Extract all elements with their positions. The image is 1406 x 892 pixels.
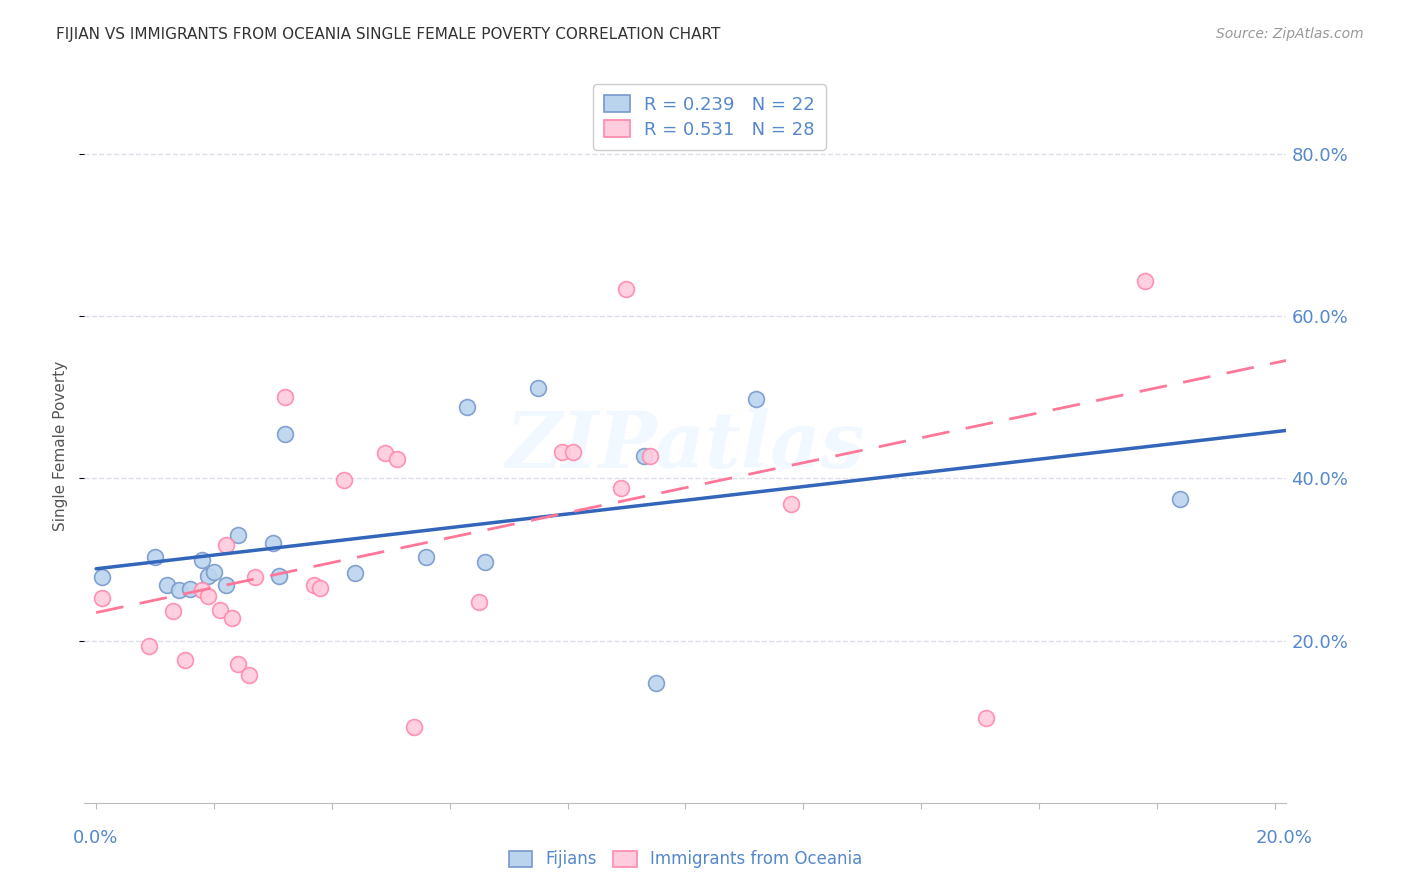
Point	[374, 446, 396, 460]
Legend: Fijians, Immigrants from Oceania: Fijians, Immigrants from Oceania	[501, 842, 870, 877]
Text: Source: ZipAtlas.com: Source: ZipAtlas.com	[1216, 27, 1364, 41]
Point	[262, 536, 284, 550]
Point	[197, 589, 219, 603]
Point	[226, 657, 249, 672]
Point	[274, 390, 297, 404]
Point	[745, 392, 768, 406]
Point	[633, 449, 655, 463]
Point	[344, 566, 367, 581]
Point	[404, 720, 426, 734]
Point	[974, 711, 997, 725]
Text: ZIPatlas: ZIPatlas	[506, 408, 865, 484]
Y-axis label: Single Female Poverty: Single Female Poverty	[53, 361, 69, 531]
Point	[309, 581, 332, 595]
Point	[638, 449, 661, 463]
Point	[302, 578, 325, 592]
Point	[143, 550, 166, 565]
Text: 0.0%: 0.0%	[73, 829, 118, 847]
Point	[238, 667, 260, 681]
Text: 20.0%: 20.0%	[1256, 829, 1312, 847]
Point	[215, 578, 238, 592]
Point	[221, 611, 243, 625]
Point	[226, 528, 249, 542]
Point	[191, 552, 214, 566]
Point	[91, 591, 114, 605]
Point	[385, 452, 408, 467]
Point	[645, 675, 668, 690]
Point	[415, 550, 437, 565]
Point	[202, 565, 225, 579]
Point	[616, 283, 638, 297]
Point	[267, 568, 290, 582]
Point	[91, 570, 114, 584]
Point	[274, 426, 297, 441]
Point	[456, 400, 478, 414]
Point	[208, 603, 231, 617]
Point	[215, 538, 238, 552]
Point	[167, 583, 190, 598]
Point	[562, 444, 585, 458]
Text: FIJIAN VS IMMIGRANTS FROM OCEANIA SINGLE FEMALE POVERTY CORRELATION CHART: FIJIAN VS IMMIGRANTS FROM OCEANIA SINGLE…	[56, 27, 721, 42]
Point	[468, 595, 491, 609]
Point	[173, 653, 195, 667]
Point	[609, 481, 631, 495]
Point	[197, 568, 219, 582]
Point	[332, 473, 354, 487]
Point	[550, 444, 572, 458]
Point	[780, 497, 803, 511]
Point	[156, 578, 179, 592]
Point	[162, 604, 184, 618]
Point	[138, 640, 160, 654]
Point	[1133, 274, 1156, 288]
Point	[474, 555, 496, 569]
Point	[527, 381, 550, 395]
Point	[245, 570, 267, 584]
Point	[191, 582, 214, 597]
Point	[1170, 491, 1192, 506]
Point	[179, 582, 201, 596]
